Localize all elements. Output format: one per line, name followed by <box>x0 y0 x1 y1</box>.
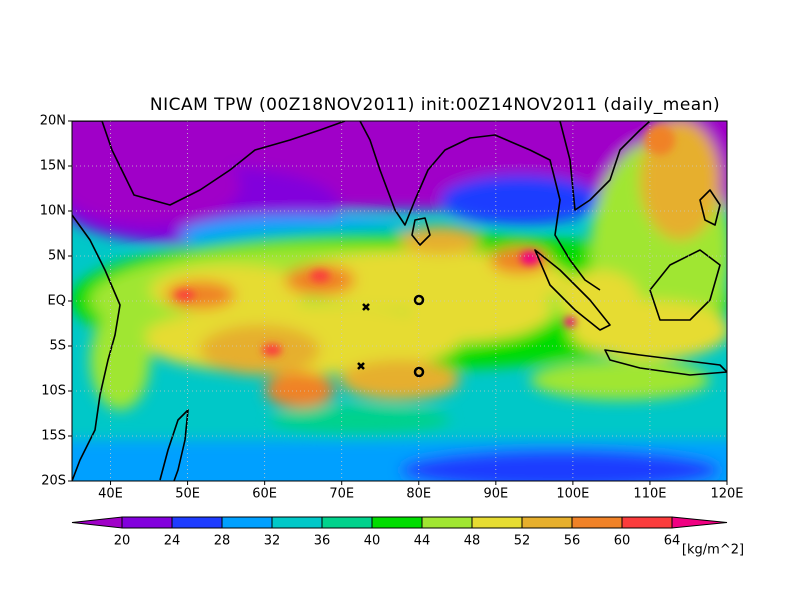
colorbar-label: 32 <box>264 534 281 549</box>
colorbar-label: 56 <box>564 534 581 549</box>
colorbar-over <box>671 516 728 529</box>
tpw-field <box>72 121 727 481</box>
lat-label: 10N <box>40 204 66 219</box>
colorbar-segment <box>621 516 673 529</box>
lat-label: 20S <box>41 474 66 489</box>
lat-label: 15S <box>41 429 66 444</box>
lon-label: 100E <box>556 487 589 502</box>
axes: 20N 15N 10N 5N EQ 5S 10S 15S 20S 40E 50E 60E 70E 80E 9… <box>40 114 744 502</box>
lon-label: 40E <box>98 487 123 502</box>
colorbar-segment <box>171 516 223 529</box>
lon-label: 50E <box>175 487 200 502</box>
colorbar-segment <box>571 516 623 529</box>
colorbar-segment <box>421 516 473 529</box>
colorbar: 20 24 28 32 36 40 44 48 52 56 60 64[kg/m^2] <box>71 516 744 558</box>
colorbar-segment <box>321 516 373 529</box>
lat-label: 5S <box>49 339 66 354</box>
colorbar-label: 20 <box>114 534 131 549</box>
lon-label: 70E <box>329 487 354 502</box>
lat-label: EQ <box>48 294 66 309</box>
colorbar-segment <box>271 516 323 529</box>
lon-label: 120E <box>710 487 743 502</box>
colorbar-label: 60 <box>614 534 631 549</box>
colorbar-segment <box>471 516 523 529</box>
colorbar-label: 44 <box>414 534 431 549</box>
colorbar-label: 64 <box>664 534 681 549</box>
colorbar-segment <box>371 516 423 529</box>
lon-label: 60E <box>252 487 277 502</box>
colorbar-label: 24 <box>164 534 181 549</box>
colorbar-label: 52 <box>514 534 531 549</box>
lat-label: 15N <box>40 159 66 174</box>
colorbar-segment <box>521 516 573 529</box>
colorbar-under <box>71 516 123 529</box>
lon-label: 80E <box>406 487 431 502</box>
lat-label: 20N <box>40 114 66 129</box>
colorbar-segment <box>221 516 273 529</box>
grid <box>72 121 727 481</box>
colorbar-segment <box>121 516 173 529</box>
lat-label: 10S <box>41 384 66 399</box>
lat-label: 5N <box>48 249 66 264</box>
lon-label: 110E <box>633 487 666 502</box>
colorbar-label: 48 <box>464 534 481 549</box>
colorbar-label: 36 <box>314 534 331 549</box>
colorbar-unit: [kg/m^2] <box>682 543 744 558</box>
colorbar-label: 28 <box>214 534 231 549</box>
colorbar-label: 40 <box>364 534 381 549</box>
lon-label: 90E <box>483 487 508 502</box>
title: NICAM TPW (00Z18NOV2011) init:00Z14NOV20… <box>150 95 720 115</box>
